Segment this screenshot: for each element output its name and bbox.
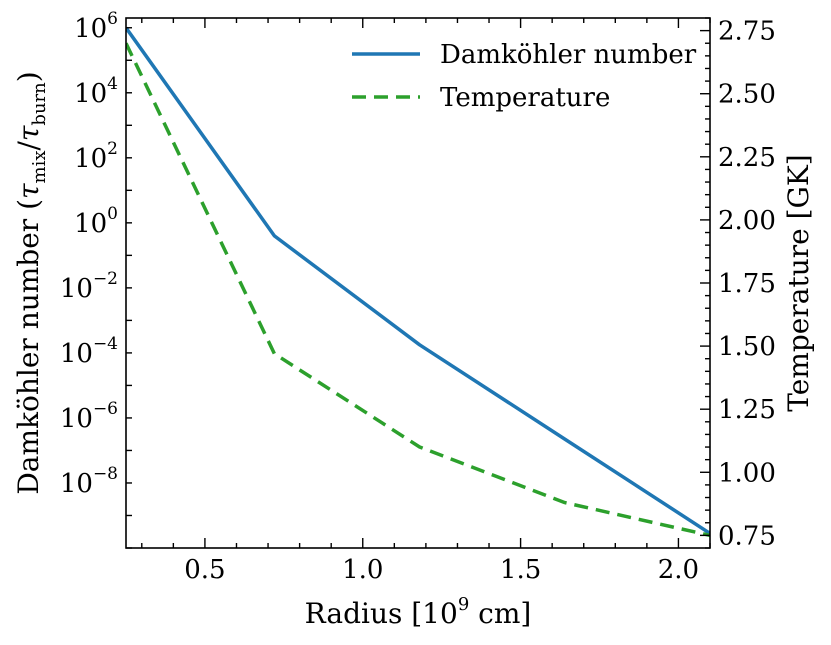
left-tick-label: 102 [74, 139, 118, 174]
x-tick-label: 1.5 [500, 555, 541, 585]
left-tick-label: 106 [74, 9, 118, 44]
plot-frame [125, 17, 711, 549]
legend-label-temperature: Temperature [440, 83, 610, 113]
x-axis-label: Radius [109 cm] [305, 594, 532, 630]
right-tick-label: 1.75 [718, 269, 776, 299]
right-tick-label: 1.50 [718, 332, 776, 362]
left-tick-label: 104 [74, 74, 118, 109]
right-tick-label: 2.50 [718, 80, 776, 110]
right-axis-label: Temperature [GK] [782, 154, 815, 411]
right-tick-label: 1.00 [718, 458, 776, 488]
right-tick-label: 1.25 [718, 395, 776, 425]
right-tick-labels: 0.75 1.00 1.25 1.50 1.75 2.00 2.25 2.50 … [718, 17, 776, 552]
left-tick-label: 100 [74, 204, 118, 239]
left-axis-label: Damköhler number (τmix/τburn) [12, 71, 50, 494]
x-tick-label: 0.5 [184, 555, 225, 585]
left-tick-label: 10−8 [60, 464, 118, 499]
left-tick-label: 10−4 [60, 334, 118, 369]
series-line-temperature [126, 42, 710, 538]
left-tick-label: 10−2 [60, 269, 118, 304]
series-line-damkohler [126, 26, 710, 535]
right-tick-label: 2.00 [718, 206, 776, 236]
legend: Damköhler number Temperature [352, 40, 697, 113]
legend-label-damkohler: Damköhler number [440, 40, 697, 70]
left-tick-label: 10−6 [60, 399, 118, 434]
left-tick-labels: 106 104 102 100 10−2 10−4 10−6 10−8 [60, 9, 118, 499]
x-tick-labels: 0.5 1.0 1.5 2.0 [184, 555, 699, 585]
x-tick-label: 2.0 [658, 555, 699, 585]
x-tick-label: 1.0 [342, 555, 383, 585]
right-tick-label: 0.75 [718, 521, 776, 551]
right-tick-label: 2.75 [718, 17, 776, 47]
series-layer [126, 26, 710, 538]
right-tick-label: 2.25 [718, 143, 776, 173]
